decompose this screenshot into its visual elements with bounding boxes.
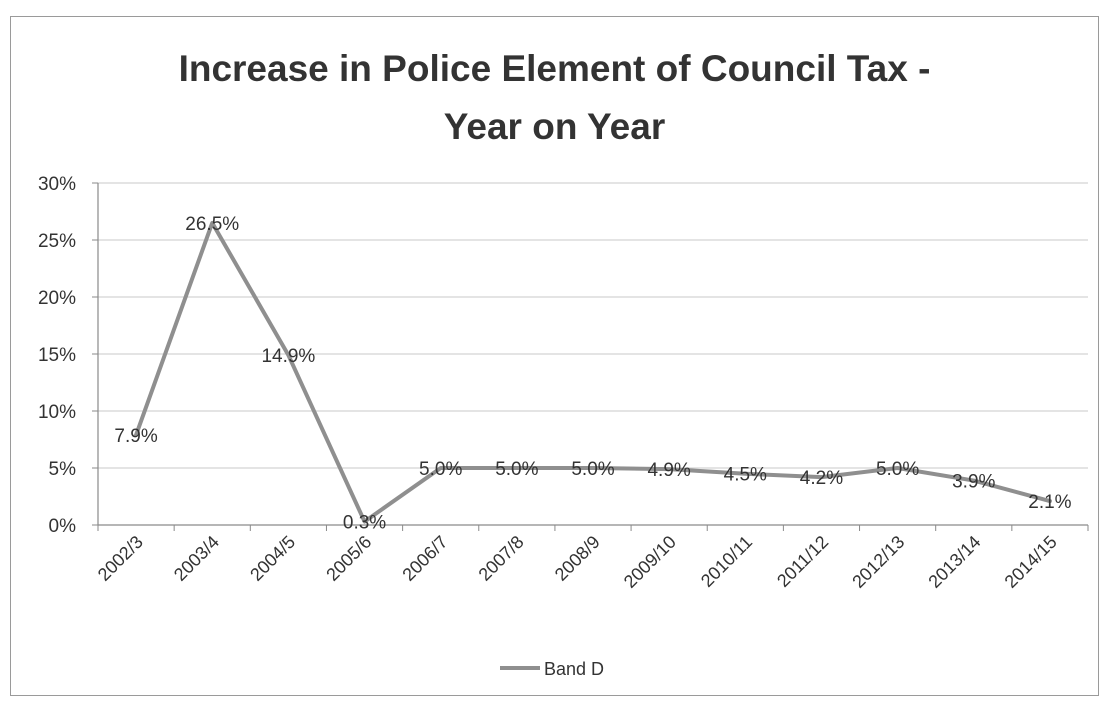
chart-frame bbox=[10, 16, 1099, 696]
x-tick-label: 2003/4 bbox=[170, 532, 223, 585]
y-tick-label: 25% bbox=[38, 231, 76, 252]
data-label: 26.5% bbox=[185, 214, 239, 235]
series-band-d bbox=[134, 220, 1052, 524]
data-label: 7.9% bbox=[114, 426, 157, 447]
data-label: 5.0% bbox=[571, 459, 614, 480]
y-tick-label: 0% bbox=[49, 516, 77, 537]
x-tick-label: 2004/5 bbox=[246, 532, 299, 585]
data-label: 4.2% bbox=[800, 468, 843, 489]
x-tick-label: 2008/9 bbox=[551, 532, 604, 585]
data-label: 4.9% bbox=[647, 460, 690, 481]
gridlines bbox=[98, 182, 1088, 469]
series-line bbox=[134, 220, 1052, 524]
chart-title-line-2: Year on Year bbox=[443, 106, 666, 147]
data-labels: 7.9% 26.5% 14.9% 0.3% 5.0% 5.0% 5.0% 4.9% 4.5% 4.… bbox=[114, 214, 1071, 534]
chart-title-line-1: Increase in Police Element of Council Ta… bbox=[178, 48, 931, 89]
x-tick-label: 2010/11 bbox=[697, 532, 756, 591]
y-tick-label: 30% bbox=[38, 174, 76, 195]
y-tick-labels: 0% 5% 10% 15% 20% 25% 30% bbox=[38, 174, 76, 537]
data-label: 0.3% bbox=[343, 513, 386, 534]
x-tick-label: 2006/7 bbox=[398, 532, 451, 585]
x-tick-labels: 2002/3 2003/4 2004/5 2005/6 2006/7 2007/8 2008… bbox=[94, 532, 1061, 592]
legend-label: Band D bbox=[544, 659, 604, 679]
x-tick-label: 2014/15 bbox=[1001, 532, 1061, 592]
data-label: 2.1% bbox=[1028, 492, 1071, 513]
x-tick-label: 2002/3 bbox=[94, 532, 147, 585]
data-label: 14.9% bbox=[261, 346, 315, 367]
y-tick-label: 5% bbox=[49, 459, 77, 480]
data-label: 4.5% bbox=[724, 465, 767, 486]
y-tick-label: 10% bbox=[38, 402, 76, 423]
axes bbox=[92, 182, 1089, 531]
data-label: 5.0% bbox=[876, 459, 919, 480]
y-tick-label: 20% bbox=[38, 288, 76, 309]
chart-title: Increase in Police Element of Council Ta… bbox=[0, 40, 1109, 156]
x-tick-label: 2007/8 bbox=[475, 532, 528, 585]
x-tick-label: 2009/10 bbox=[620, 532, 680, 592]
y-tick-label: 15% bbox=[38, 345, 76, 366]
x-tick-label: 2013/14 bbox=[924, 532, 984, 592]
data-label: 5.0% bbox=[495, 459, 538, 480]
legend: Band D bbox=[500, 659, 604, 679]
x-tick-label: 2012/13 bbox=[848, 532, 908, 592]
data-label: 3.9% bbox=[952, 472, 995, 493]
data-label: 5.0% bbox=[419, 459, 462, 480]
x-tick-label: 2005/6 bbox=[322, 532, 375, 585]
x-tick-label: 2011/12 bbox=[773, 532, 832, 591]
